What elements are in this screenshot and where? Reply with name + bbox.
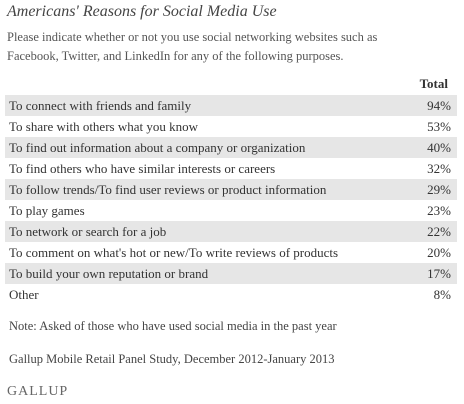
- row-value: 23%: [427, 202, 451, 218]
- row-value: 29%: [427, 181, 451, 197]
- row-label: To share with others what you know: [9, 118, 199, 134]
- table: To connect with friends and family 94% To …: [5, 95, 457, 305]
- table-row: To comment on what's hot or new/To write…: [5, 242, 457, 263]
- row-label: To follow trends/To find user reviews or…: [9, 181, 327, 197]
- column-header: Total: [419, 76, 448, 91]
- row-value: 22%: [427, 223, 451, 239]
- table-row: To follow trends/To find user reviews or…: [5, 179, 457, 200]
- row-value: 32%: [427, 160, 451, 176]
- row-label: To play games: [9, 202, 85, 218]
- row-value: 17%: [427, 265, 451, 281]
- table-row: To share with others what you know 53%: [5, 116, 457, 137]
- row-label: To connect with friends and family: [9, 97, 192, 113]
- table-row: Other 8%: [5, 284, 457, 305]
- logo: GALLUP: [7, 384, 69, 399]
- row-label: To find out information about a company …: [9, 139, 306, 155]
- subtitle: Please indicate whether or not you use s…: [7, 30, 378, 44]
- row-label: Other: [9, 286, 39, 302]
- row-value: 40%: [427, 139, 451, 155]
- note: Note: Asked of those who have used socia…: [9, 319, 337, 333]
- table-row: To connect with friends and family 94%: [5, 95, 457, 116]
- table-row: To find others who have similar interest…: [5, 158, 457, 179]
- row-value: 94%: [427, 97, 451, 113]
- row-label: To network or search for a job: [9, 223, 167, 239]
- table-row: To network or search for a job 22%: [5, 221, 457, 242]
- row-label: To build your own reputation or brand: [9, 265, 209, 281]
- row-value: 20%: [427, 244, 451, 260]
- title: Americans' Reasons for Social Media Use: [7, 3, 277, 20]
- row-value: 53%: [427, 118, 451, 134]
- source: Gallup Mobile Retail Panel Study, Decemb…: [9, 352, 335, 366]
- row-value: 8%: [433, 286, 451, 302]
- subtitle: Facebook, Twitter, and LinkedIn for any …: [7, 49, 344, 63]
- table-row: To play games 23%: [5, 200, 457, 221]
- table-row: To find out information about a company …: [5, 137, 457, 158]
- row-label: To comment on what's hot or new/To write…: [9, 244, 339, 260]
- table-row: To build your own reputation or brand 17%: [5, 263, 457, 284]
- row-label: To find others who have similar interest…: [9, 160, 276, 176]
